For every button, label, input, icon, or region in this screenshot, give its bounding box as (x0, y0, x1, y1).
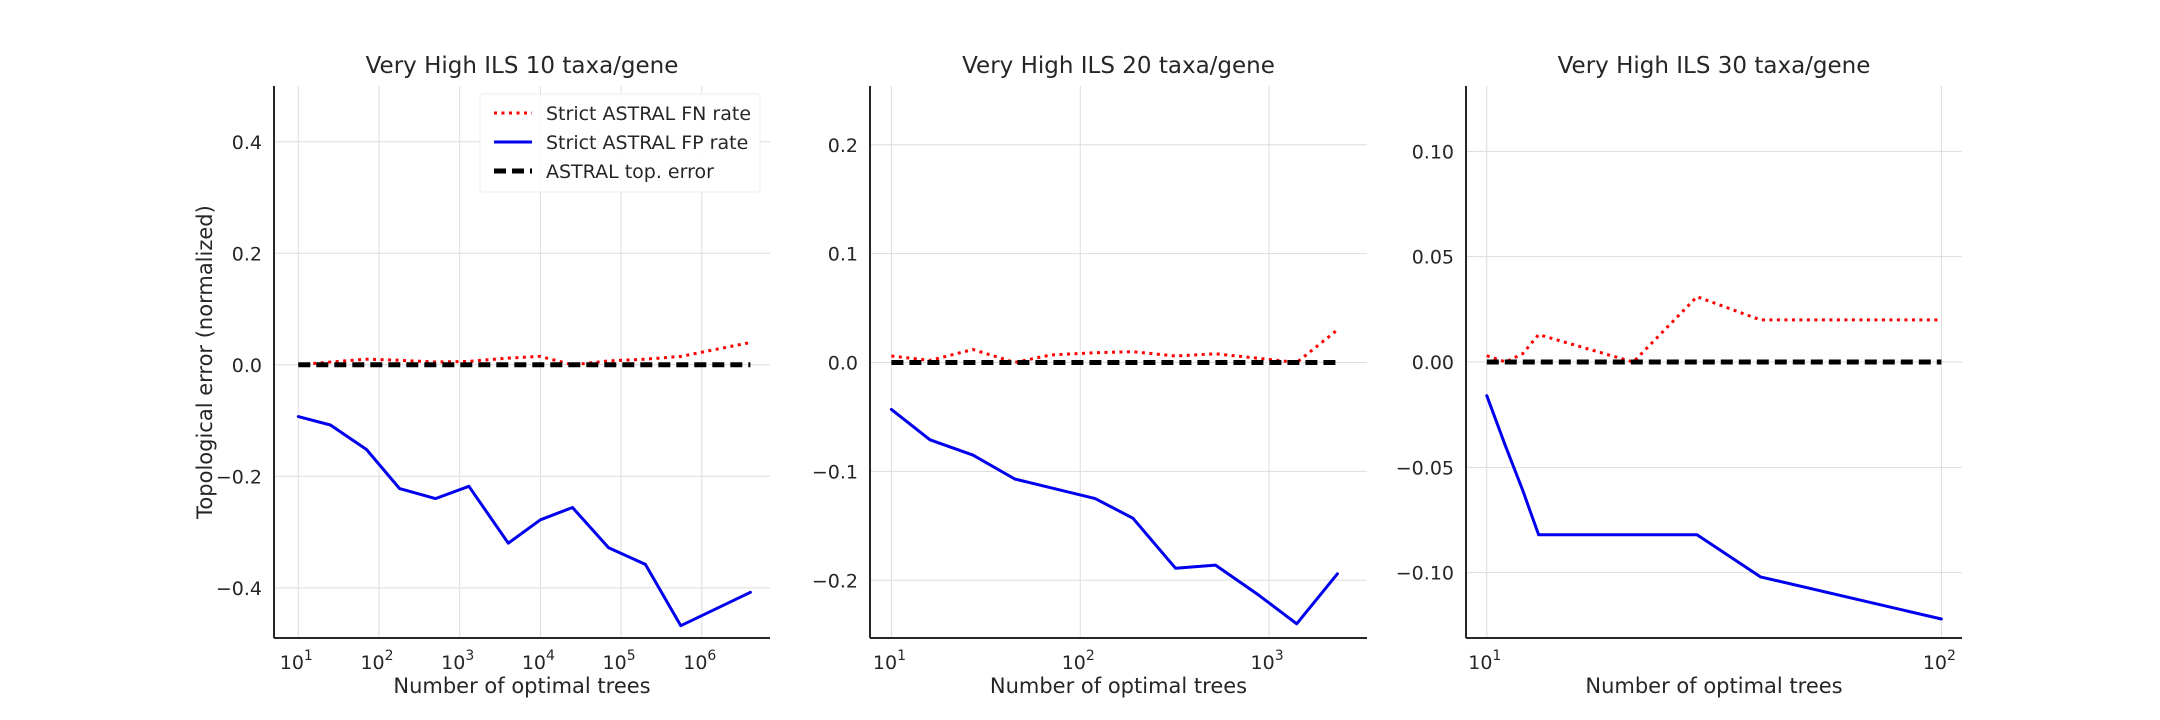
y-tick-label: 0.0 (828, 353, 858, 375)
x-tick-label: 102 (1923, 648, 1956, 674)
y-tick-label: 0.0 (232, 355, 262, 377)
legend: Strict ASTRAL FN rate Strict ASTRAL FP ra… (479, 93, 761, 193)
x-tick-label: 102 (360, 648, 393, 674)
y-tick-label: 0.05 (1412, 247, 1454, 269)
y-tick-label: −0.2 (216, 466, 262, 488)
y-tick-label: 0.2 (232, 243, 262, 265)
y-tick-label: −0.05 (1396, 457, 1454, 479)
y-tick-label: 0.4 (232, 132, 262, 154)
x-tick-label: 103 (441, 648, 474, 674)
x-tick-label: 101 (1468, 648, 1501, 674)
y-tick-label: −0.4 (216, 578, 262, 600)
chart-title: Very High ILS 10 taxa/gene (366, 53, 679, 79)
x-tick-label: 102 (1062, 648, 1095, 674)
series-line-solid (889, 407, 1339, 626)
y-tick-label: 0.1 (828, 244, 858, 266)
series-line-dotted (891, 328, 1339, 364)
x-tick-label: 104 (522, 648, 555, 674)
y-tick-label: 0.00 (1412, 352, 1454, 374)
subplot-3: −0.10 −0.05 0.00 0.05 0.10 101 102 Very High IL… (1396, 53, 1962, 698)
series-line-solid (1485, 394, 1943, 621)
y-tick-label: −0.1 (812, 461, 858, 483)
y-tick-label: 0.2 (828, 135, 858, 157)
subplot-1: −0.4 −0.2 0.0 0.2 0.4 101 102 103 104 105 106 Very … (193, 53, 770, 698)
x-tick-label: 101 (873, 648, 906, 674)
y-tick-label: 0.10 (1412, 141, 1454, 163)
chart-title: Very High ILS 30 taxa/gene (1558, 53, 1871, 79)
x-axis-label: Number of optimal trees (1585, 674, 1842, 698)
x-axis-label: Number of optimal trees (393, 674, 650, 698)
x-tick-label: 103 (1251, 648, 1284, 674)
legend-label: Strict ASTRAL FN rate (546, 103, 751, 125)
y-tick-label: −0.2 (812, 570, 858, 592)
y-tick-label: −0.10 (1396, 563, 1454, 585)
series-line-solid (296, 415, 752, 628)
series-line-dotted (298, 341, 751, 367)
x-tick-label: 106 (683, 648, 716, 674)
legend-box (479, 93, 761, 193)
x-axis-label: Number of optimal trees (990, 674, 1247, 698)
legend-label: ASTRAL top. error (546, 161, 714, 183)
subplot-2: −0.2 −0.1 0.0 0.1 0.2 101 102 103 Very High ILS … (812, 53, 1367, 698)
y-axis-label: Topological error (normalized) (193, 205, 217, 520)
chart-title: Very High ILS 20 taxa/gene (962, 53, 1275, 79)
x-tick-label: 105 (603, 648, 636, 674)
legend-label: Strict ASTRAL FP rate (546, 132, 748, 154)
series-line-dotted (1486, 295, 1942, 364)
x-tick-label: 101 (280, 648, 313, 674)
